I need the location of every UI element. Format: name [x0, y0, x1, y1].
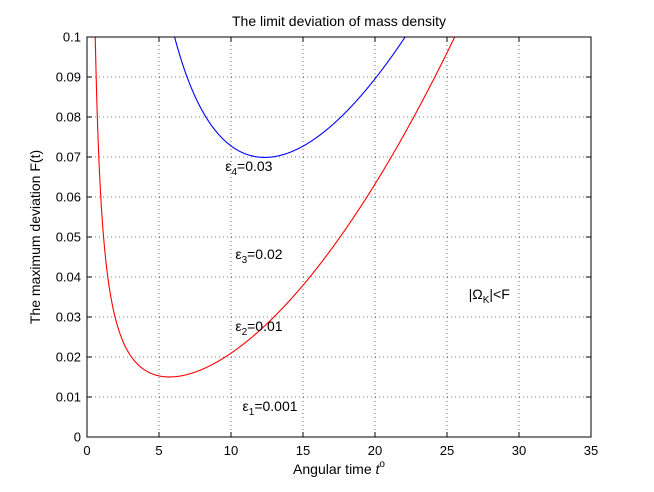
series-line-eps2: [173, 36, 407, 158]
y-tick-label: 0.02: [56, 350, 81, 365]
data-series: [94, 36, 456, 378]
axis-ticks: 0 5 10 15 20 25 30 35 0 0.01 0.02 0.03 0.04 0.05 0.06 0…: [56, 30, 599, 459]
y-tick-label: 0.07: [56, 150, 81, 165]
y-tick-label: 0.09: [56, 70, 81, 85]
y-tick-label: 0.03: [56, 310, 81, 325]
y-tick-label: 0.01: [56, 390, 81, 405]
series-labels: ε1=0.001 ε2=0.01 ε3=0.02 ε4=0.03 |ΩK|<F: [225, 158, 510, 418]
series-line-eps1: [94, 36, 456, 378]
chart-title: The limit deviation of mass density: [232, 13, 446, 29]
x-tick-label: 15: [296, 443, 310, 458]
x-tick-label: 0: [83, 443, 90, 458]
x-axis-label-sup: o: [379, 459, 385, 470]
x-tick-label: 10: [224, 443, 238, 458]
series-label-eps4: ε4=0.03: [225, 158, 272, 178]
x-tick-label: 35: [584, 443, 598, 458]
y-tick-label: 0: [74, 430, 81, 445]
series-label-eps2: ε2=0.01: [235, 318, 282, 338]
annotation-omega-k: |ΩK|<F: [469, 286, 510, 306]
y-axis-label: The maximum deviation F(t): [27, 150, 43, 324]
x-tick-label: 5: [155, 443, 162, 458]
series-label-eps1: ε1=0.001: [243, 398, 298, 418]
x-tick-label: 30: [512, 443, 526, 458]
y-tick-label: 0.1: [63, 30, 81, 45]
series-label-eps3: ε3=0.02: [235, 246, 282, 266]
x-axis-label-text: Angular time: [293, 461, 372, 477]
y-tick-label: 0.08: [56, 110, 81, 125]
grid-lines: [87, 37, 591, 437]
x-tick-label: 20: [368, 443, 382, 458]
y-tick-label: 0.04: [56, 270, 81, 285]
x-axis-label-var: t: [376, 461, 381, 477]
y-tick-label: 0.06: [56, 190, 81, 205]
y-tick-label: 0.05: [56, 230, 81, 245]
x-tick-label: 25: [440, 443, 454, 458]
x-axis-label: Angular time to: [293, 459, 385, 477]
